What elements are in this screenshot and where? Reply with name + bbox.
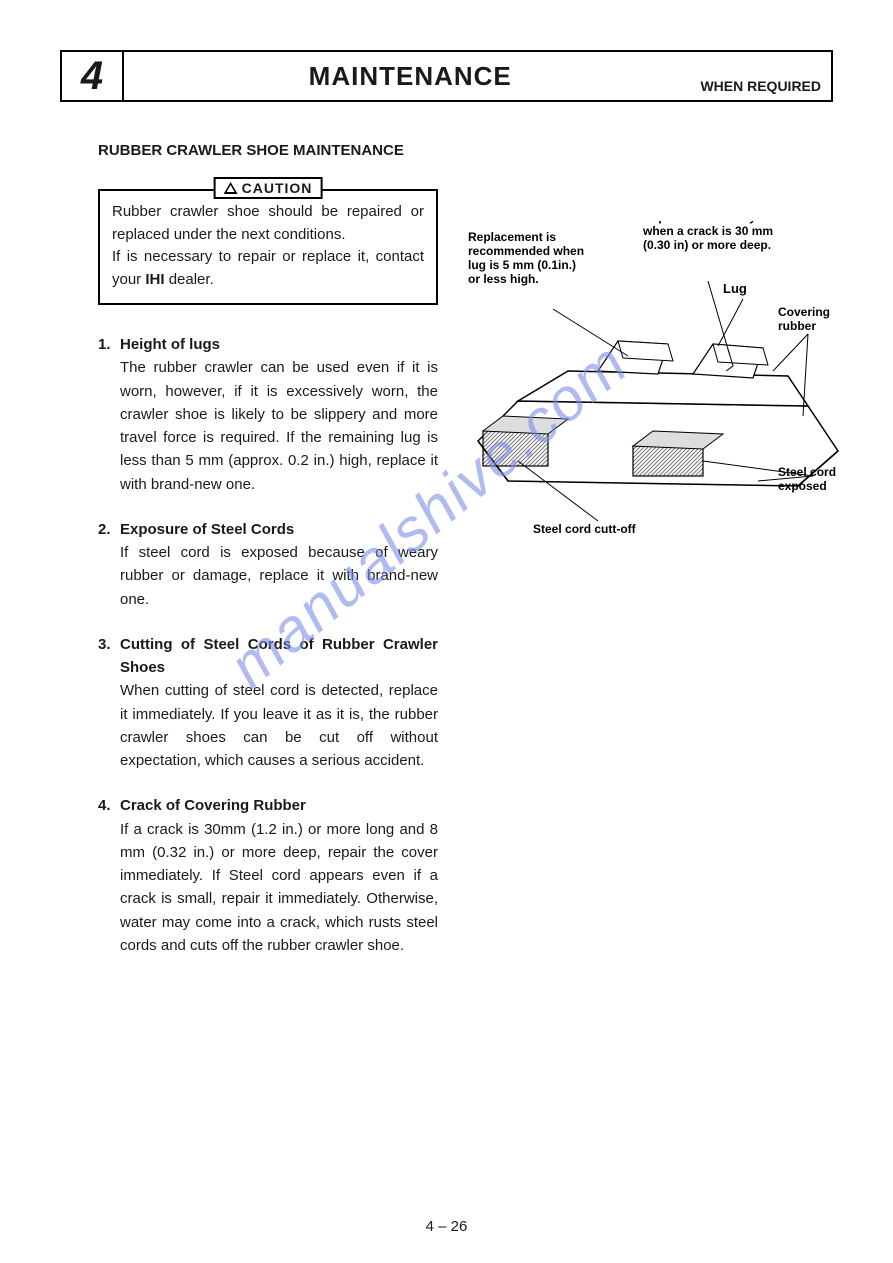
label-lug: Lug [723, 281, 747, 296]
caution-text: Rubber crawler shoe should be repaired o… [112, 201, 424, 291]
caution-box: CAUTION Rubber crawler shoe should be re… [98, 189, 438, 305]
item-title: Height of lugs [120, 336, 220, 353]
caution-brand: IHI [145, 271, 164, 288]
right-column: Replacement isrecommended whenlug is 5 m… [458, 171, 848, 979]
caution-label-text: CAUTION [242, 180, 313, 196]
header-subtitle: WHEN REQUIRED [696, 52, 831, 100]
chapter-box: 4 [62, 52, 124, 100]
maintenance-list: 1. Height of lugs The rubber crawler can… [98, 333, 438, 957]
label-steel-exposed: Steel cordexposed [778, 465, 836, 493]
list-item: 1. Height of lugs The rubber crawler can… [98, 333, 438, 496]
item-body: If a crack is 30mm (1.2 in.) or more lon… [120, 821, 438, 954]
caution-line1: Rubber crawler shoe should be repaired o… [112, 203, 424, 243]
label-covering-rubber: Coveringrubber [778, 305, 830, 333]
content-columns: CAUTION Rubber crawler shoe should be re… [60, 171, 833, 979]
chapter-number: 4 [81, 54, 103, 99]
callout-replacement: Replacement isrecommended whenlug is 5 m… [468, 230, 584, 286]
item-body: If steel cord is exposed because of wear… [120, 544, 438, 608]
item-body: When cutting of steel cord is detected, … [120, 682, 438, 769]
item-number: 4. [98, 794, 111, 817]
warning-triangle-icon [224, 182, 238, 194]
list-item: 2. Exposure of Steel Cords If steel cord… [98, 518, 438, 611]
header-bar: 4 MAINTENANCE WHEN REQUIRED [60, 50, 833, 102]
page-number: 4 – 26 [0, 1218, 893, 1235]
item-title: Exposure of Steel Cords [120, 521, 294, 538]
list-item: 3. Cutting of Steel Cords of Rubber Craw… [98, 633, 438, 773]
page: 4 MAINTENANCE WHEN REQUIRED RUBBER CRAWL… [0, 0, 893, 1263]
callout-repair: Repair is necessarywhen a crack is 30 mm… [642, 221, 773, 252]
list-item: 4. Crack of Covering Rubber If a crack i… [98, 794, 438, 957]
diagram-svg: Replacement isrecommended whenlug is 5 m… [458, 221, 848, 561]
caution-label: CAUTION [214, 177, 323, 199]
header-title: MAINTENANCE [124, 52, 696, 100]
crawler-diagram: Replacement isrecommended whenlug is 5 m… [458, 221, 848, 561]
item-body: The rubber crawler can be used even if i… [120, 359, 438, 492]
left-column: CAUTION Rubber crawler shoe should be re… [98, 171, 438, 979]
item-title: Cutting of Steel Cords of Rubber Crawler… [120, 636, 438, 676]
section-title: RUBBER CRAWLER SHOE MAINTENANCE [98, 142, 833, 159]
item-title: Crack of Covering Rubber [120, 797, 306, 814]
item-number: 1. [98, 333, 111, 356]
item-number: 3. [98, 633, 111, 656]
caution-line2c: dealer. [165, 271, 214, 288]
label-steel-cutoff: Steel cord cutt-off [533, 522, 637, 536]
item-number: 2. [98, 518, 111, 541]
